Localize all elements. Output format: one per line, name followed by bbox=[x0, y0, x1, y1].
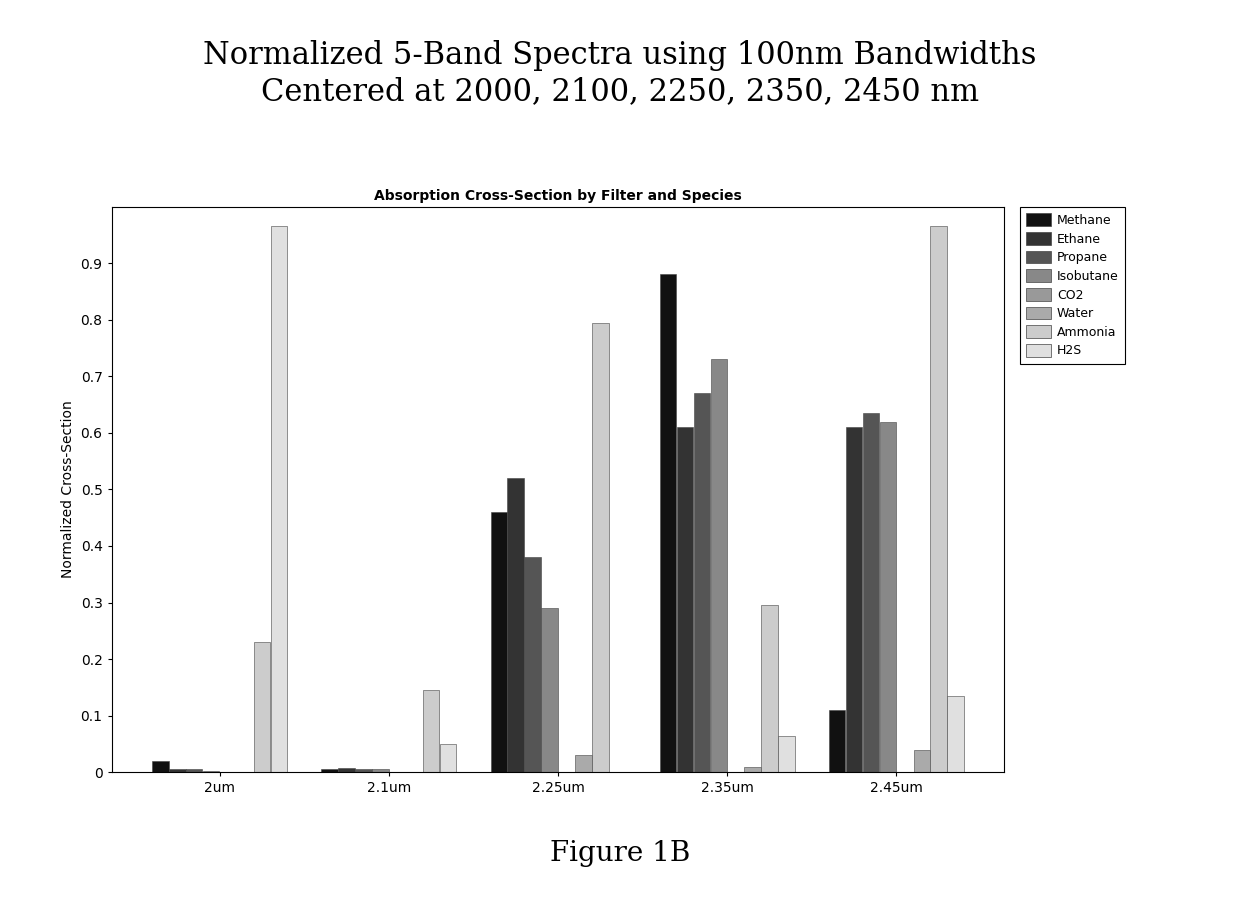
Bar bbox=[440, 744, 456, 772]
Bar bbox=[591, 322, 609, 772]
Bar bbox=[947, 696, 963, 772]
Text: Figure 1B: Figure 1B bbox=[549, 840, 691, 867]
Bar bbox=[203, 770, 219, 772]
Bar bbox=[507, 478, 525, 772]
Bar bbox=[491, 512, 507, 772]
Legend: Methane, Ethane, Propane, Isobutane, CO2, Water, Ammonia, H2S: Methane, Ethane, Propane, Isobutane, CO2… bbox=[1019, 207, 1125, 364]
Bar bbox=[270, 226, 286, 772]
Bar bbox=[423, 691, 439, 772]
Bar bbox=[693, 393, 711, 772]
Bar bbox=[846, 427, 862, 772]
Bar bbox=[575, 755, 591, 772]
Bar bbox=[339, 769, 355, 772]
Bar bbox=[779, 735, 795, 772]
Bar bbox=[169, 770, 186, 772]
Bar bbox=[254, 642, 270, 772]
Bar bbox=[660, 275, 676, 772]
Bar bbox=[879, 421, 897, 772]
Bar bbox=[830, 710, 846, 772]
Bar bbox=[153, 761, 169, 772]
Bar bbox=[186, 770, 202, 772]
Bar bbox=[355, 770, 372, 772]
Bar bbox=[863, 413, 879, 772]
Bar bbox=[542, 608, 558, 772]
Bar bbox=[930, 226, 947, 772]
Bar bbox=[677, 427, 693, 772]
Title: Absorption Cross-Section by Filter and Species: Absorption Cross-Section by Filter and S… bbox=[374, 189, 742, 203]
Bar bbox=[761, 605, 777, 772]
Text: Normalized 5-Band Spectra using 100nm Bandwidths
Centered at 2000, 2100, 2250, 2: Normalized 5-Band Spectra using 100nm Ba… bbox=[203, 40, 1037, 107]
Bar bbox=[744, 767, 761, 772]
Bar bbox=[525, 558, 541, 772]
Bar bbox=[914, 750, 930, 772]
Y-axis label: Normalized Cross-Section: Normalized Cross-Section bbox=[61, 401, 74, 578]
Bar bbox=[372, 770, 388, 772]
Bar bbox=[711, 359, 727, 772]
Bar bbox=[321, 770, 337, 772]
